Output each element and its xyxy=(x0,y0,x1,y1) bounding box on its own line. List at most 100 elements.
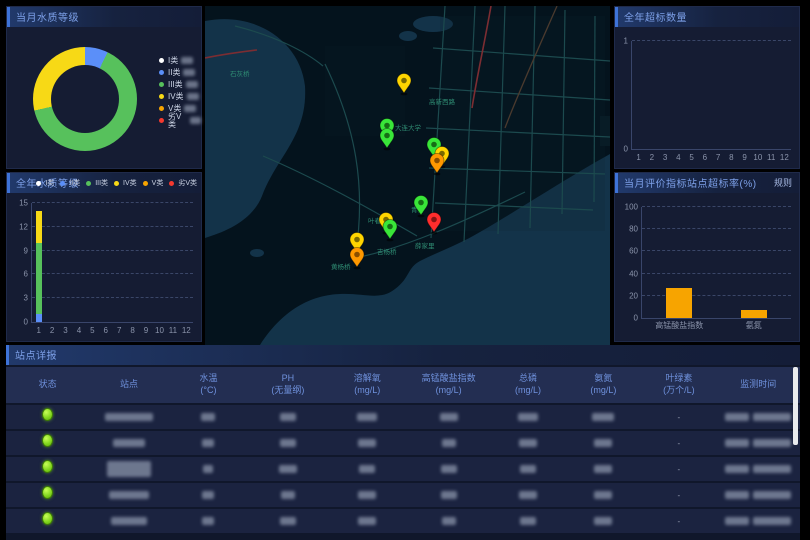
legend-item-II类[interactable]: II类 xyxy=(159,67,201,78)
legend-value-redacted xyxy=(183,69,195,76)
column-unit: (°C) xyxy=(169,385,248,397)
column-name: 溶解氧 xyxy=(328,373,407,385)
x-axis-tick: 6 xyxy=(104,326,108,335)
cell-redacted xyxy=(328,512,407,530)
table-row[interactable]: - xyxy=(6,457,800,481)
cell-redacted xyxy=(89,486,168,504)
cell-redacted xyxy=(248,512,327,530)
rules-link[interactable]: 规则 xyxy=(774,173,792,193)
legend-item-I类[interactable]: I类 xyxy=(36,178,54,189)
status-normal-indicator xyxy=(42,486,53,499)
cell-redacted xyxy=(89,434,168,452)
column-unit: (mg/L) xyxy=(490,385,565,397)
redacted-date xyxy=(725,439,749,447)
bar-氨氮[interactable] xyxy=(741,310,767,318)
pin-shape xyxy=(384,123,390,129)
cell-redacted xyxy=(566,512,641,530)
year-quality-legend: I类 II类 III类 IV类 V类劣V类 xyxy=(36,173,197,193)
column-header-4: PH(无量纲) xyxy=(248,373,327,396)
cell-redacted xyxy=(490,408,565,426)
table-row[interactable]: - xyxy=(6,405,800,429)
legend-label: 劣V类 xyxy=(168,113,187,129)
station-map[interactable]: 石灰桥大连大学高新西路青桥叶春薛家里吉杨桥黄杨桥 xyxy=(205,6,610,345)
y-axis-tick: 3 xyxy=(12,294,28,303)
legend-dot xyxy=(159,118,164,123)
cell-status xyxy=(6,434,89,452)
table-row[interactable]: - xyxy=(6,509,800,533)
gridline xyxy=(642,273,791,274)
y-axis-tick: 9 xyxy=(12,246,28,255)
bar-高锰酸盐指数[interactable] xyxy=(666,288,692,318)
redacted-time xyxy=(753,517,791,525)
cell-redacted xyxy=(169,512,248,530)
redacted-value xyxy=(105,413,153,421)
cell-redacted xyxy=(490,460,565,478)
cell-redacted xyxy=(407,512,490,530)
cell-redacted xyxy=(89,460,168,478)
panel-title: 全年超标数量 xyxy=(624,13,687,24)
x-axis-tick: 5 xyxy=(689,153,693,162)
year-quality-bar-chart[interactable]: 03691215123456789101112 xyxy=(31,203,193,323)
status-normal-indicator xyxy=(42,434,53,447)
month-rate-bar-chart[interactable]: 020406080100高锰酸盐指数氨氮 xyxy=(641,207,791,319)
column-header-6: 高锰酸盐指数(mg/L) xyxy=(407,373,490,396)
pin-shape xyxy=(384,133,390,139)
legend-item-I类[interactable]: I类 xyxy=(159,55,201,66)
redacted-time xyxy=(753,413,791,421)
cell-redacted xyxy=(248,434,327,452)
legend-label: IV类 xyxy=(123,180,137,187)
cell-redacted xyxy=(407,460,490,478)
x-axis-tick: 1 xyxy=(636,153,640,162)
map-label: 黄杨桥 xyxy=(331,262,351,271)
legend-value-redacted xyxy=(190,117,201,124)
legend-item-IV类[interactable]: IV类 xyxy=(114,178,137,189)
gridline xyxy=(32,226,193,227)
redacted-value xyxy=(280,439,296,447)
legend-label: III类 xyxy=(95,180,108,187)
cell-redacted xyxy=(490,486,565,504)
x-axis-tick: 8 xyxy=(729,153,733,162)
legend-item-III类[interactable]: III类 xyxy=(159,79,201,90)
legend-item-II类[interactable]: II类 xyxy=(60,178,80,189)
legend-item-III类[interactable]: III类 xyxy=(86,178,108,189)
month-quality-donut-chart[interactable] xyxy=(33,47,137,151)
x-axis-tick: 7 xyxy=(716,153,720,162)
table-row[interactable]: - xyxy=(6,431,800,455)
legend-item-劣V类[interactable]: 劣V类 xyxy=(159,115,201,126)
gridline xyxy=(632,40,791,41)
legend-label: V类 xyxy=(152,180,164,187)
cell-status xyxy=(6,408,89,426)
column-unit: (无量纲) xyxy=(248,385,327,397)
column-name: 站点 xyxy=(89,379,168,391)
column-header-3: 水温(°C) xyxy=(169,373,248,396)
legend-dot xyxy=(159,106,164,111)
cell-redacted xyxy=(169,460,248,478)
column-header-9: 叶绿素(万个/L) xyxy=(641,373,716,396)
legend-item-IV类[interactable]: IV类 xyxy=(159,91,201,102)
pin-shape xyxy=(354,237,360,243)
column-name: 氨氮 xyxy=(566,373,641,385)
redacted-value xyxy=(280,517,296,525)
legend-label: II类 xyxy=(69,180,80,187)
panel-month-quality-body: I类II类III类IV类V类劣V类 xyxy=(7,27,201,168)
x-axis-tick: 12 xyxy=(182,326,191,335)
panel-title: 当月水质等级 xyxy=(16,13,79,24)
legend-item-劣V类[interactable]: 劣V类 xyxy=(169,178,197,189)
bar-1[interactable] xyxy=(36,211,42,322)
table-body: ----- xyxy=(6,405,800,533)
redacted-value xyxy=(519,439,537,447)
cell-chlorophyll: - xyxy=(641,465,716,474)
map-label: 石灰桥 xyxy=(230,69,250,78)
table-row[interactable]: - xyxy=(6,483,800,507)
cell-status xyxy=(6,512,89,530)
x-axis-tick: 2 xyxy=(50,326,54,335)
redacted-value xyxy=(520,465,536,473)
panel-station-table: 站点详报 状态站点水温(°C)PH(无量纲)溶解氧(mg/L)高锰酸盐指数(mg… xyxy=(6,345,800,540)
legend-item-V类[interactable]: V类 xyxy=(143,178,164,189)
column-name: 监测时间 xyxy=(717,379,800,391)
table-scrollbar[interactable] xyxy=(793,367,798,445)
year-exceed-bar-chart[interactable]: 01123456789101112 xyxy=(631,41,791,150)
x-axis-tick: 12 xyxy=(780,153,789,162)
y-axis-tick: 12 xyxy=(12,222,28,231)
y-axis-tick: 6 xyxy=(12,270,28,279)
